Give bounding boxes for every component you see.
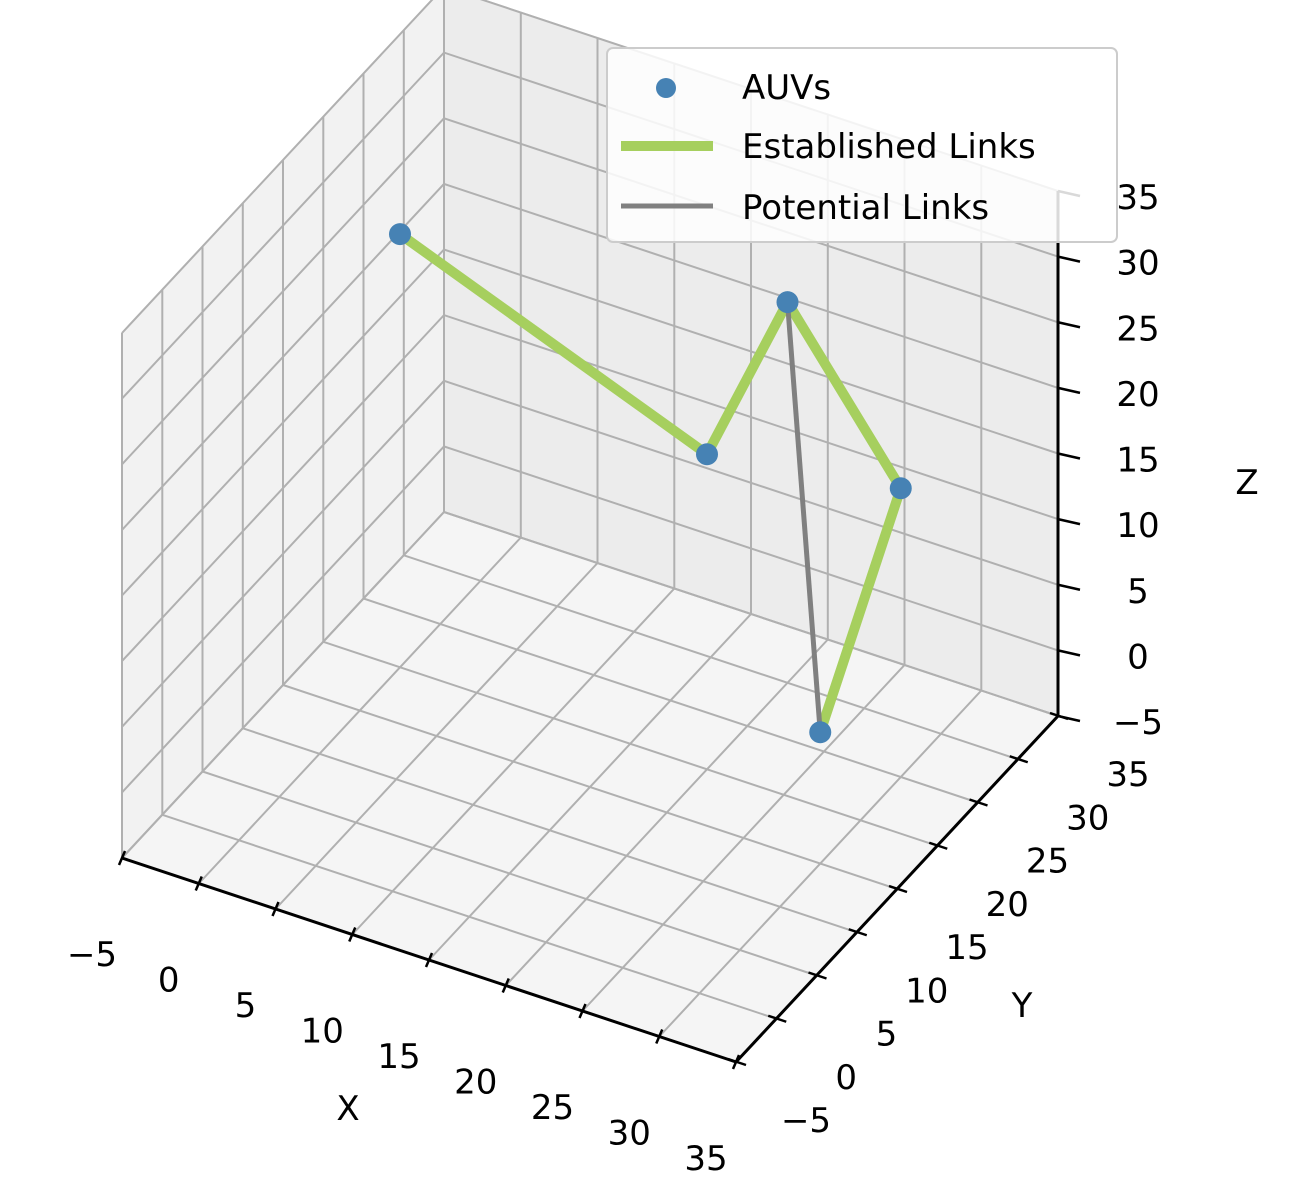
z-tick-label: −5 — [1113, 703, 1163, 743]
y-tick — [848, 928, 868, 937]
auv-point — [776, 291, 799, 314]
auv-point — [889, 477, 912, 500]
z-tick-label: 10 — [1116, 506, 1159, 546]
z-tick — [1057, 386, 1081, 395]
z-tick — [1057, 321, 1081, 329]
links-layer — [397, 230, 906, 734]
grid-line-y — [161, 289, 777, 1020]
z-tick-label: 25 — [1116, 309, 1159, 349]
x-tick-label: 20 — [454, 1063, 497, 1103]
auv-point — [809, 721, 832, 744]
x-tick-label: 0 — [158, 961, 180, 1001]
points-layer — [389, 223, 912, 744]
y-tick-label: 10 — [905, 971, 948, 1011]
established-link — [815, 486, 906, 734]
y-tick — [969, 798, 988, 807]
z-tick-label: 5 — [1127, 572, 1149, 612]
legend-potential-label: Potential Links — [742, 188, 989, 228]
tick-labels: −5−5−50005551010101515152020202525253030… — [67, 178, 1163, 1179]
y-tick — [928, 841, 948, 850]
axis-labels: X Y Z — [336, 463, 1258, 1129]
x-tick-label: 35 — [684, 1139, 727, 1179]
grid-line-y — [402, 30, 1019, 761]
x-tick-label: 15 — [377, 1037, 420, 1077]
x-tick — [271, 901, 280, 917]
legend: AUVs Established Links Potential Links — [606, 47, 1118, 243]
legend-established-label: Established Links — [742, 127, 1036, 167]
z-tick-label: 0 — [1127, 637, 1149, 677]
z-tick-label: 20 — [1116, 375, 1159, 415]
z-tick — [1057, 255, 1081, 263]
x-axis-label: X — [336, 1089, 359, 1129]
tick-marks — [117, 189, 1081, 1070]
y-tick-label: 15 — [945, 928, 988, 968]
y-tick — [888, 884, 908, 894]
y-tick-label: 35 — [1106, 755, 1149, 795]
x-tick-label: 25 — [531, 1088, 574, 1128]
y-tick-label: 0 — [835, 1058, 857, 1098]
x-tick — [194, 876, 203, 891]
y-tick-label: 25 — [1026, 842, 1069, 882]
x-tick — [655, 1029, 664, 1044]
grid-line-y — [362, 73, 978, 804]
y-axis-label: Y — [1011, 986, 1033, 1026]
y-tick — [767, 1014, 787, 1023]
grid-lines — [121, 0, 1059, 1063]
x-tick — [424, 952, 434, 968]
z-tick — [1057, 517, 1081, 526]
x-tick-label: 10 — [301, 1012, 344, 1052]
established-link — [397, 230, 710, 459]
z-tick — [1057, 452, 1081, 460]
auv-point — [696, 443, 718, 466]
z-tick-label: 30 — [1116, 244, 1159, 284]
z-axis-label: Z — [1235, 463, 1258, 503]
grid-line-y — [241, 203, 858, 934]
x-tick-label: 5 — [235, 986, 257, 1026]
z-tick-label: 35 — [1116, 178, 1159, 218]
x-tick — [117, 850, 127, 866]
grid-line-y — [282, 160, 898, 890]
established-link — [783, 299, 906, 491]
x-tick — [731, 1054, 741, 1070]
legend-auvs-label: AUVs — [742, 68, 831, 108]
y-tick-label: 20 — [986, 885, 1029, 925]
x-tick-label: −5 — [67, 935, 117, 975]
z-tick-label: 15 — [1116, 441, 1159, 481]
grid-line-y — [443, 0, 1059, 717]
y-tick-label: −5 — [781, 1101, 831, 1141]
x-tick — [348, 927, 357, 942]
grid-line-y — [322, 116, 938, 847]
x-tick — [501, 978, 510, 993]
y-tick — [1009, 755, 1029, 764]
established-link — [702, 299, 792, 457]
x-tick-label: 30 — [608, 1114, 651, 1154]
y-tick — [1049, 711, 1069, 721]
grid-line-y — [201, 246, 817, 977]
auv-point — [389, 223, 411, 246]
potential-link — [785, 301, 823, 733]
y-tick-label: 5 — [876, 1015, 898, 1055]
y-tick-label: 30 — [1066, 798, 1109, 838]
z-tick — [1057, 583, 1081, 591]
legend-box — [606, 47, 1118, 243]
y-tick — [808, 971, 827, 980]
z-tick — [1057, 649, 1081, 657]
legend-auvs-marker — [656, 78, 676, 98]
x-tick — [578, 1003, 587, 1019]
